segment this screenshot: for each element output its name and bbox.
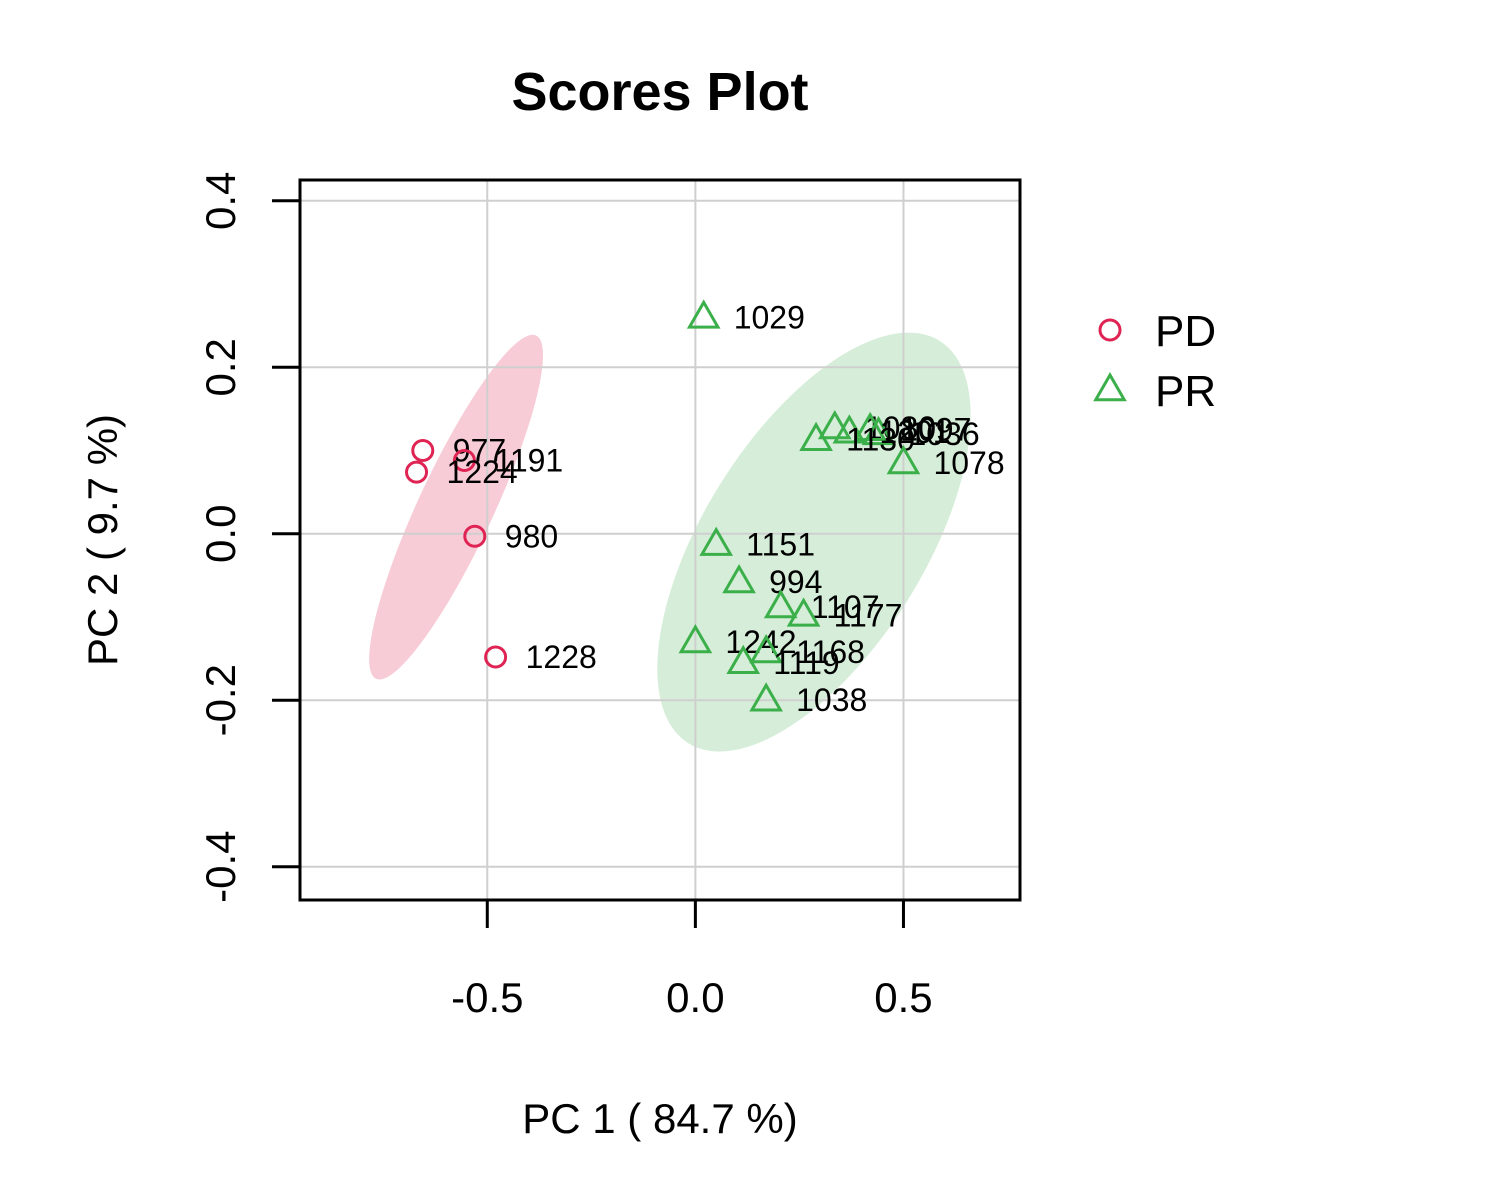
point-label-1191: 1191	[494, 443, 563, 479]
x-tick-label: 0.0	[666, 974, 724, 1021]
point-label-1228: 1228	[526, 639, 597, 675]
pr-point-1107	[763, 588, 798, 619]
legend-marker-pd	[1098, 318, 1122, 342]
y-tick-label: 0.2	[197, 338, 244, 396]
pr-point-1201	[832, 414, 867, 444]
point-label-1201: 1201	[879, 414, 950, 450]
point-label-1078: 1078	[933, 445, 1004, 481]
point-label-1119: 1119	[773, 645, 839, 681]
pd-point-1228	[484, 645, 508, 669]
point-label-1029: 1029	[734, 299, 805, 335]
pr-point-1242	[678, 623, 713, 654]
pr-point-1168	[749, 633, 783, 664]
pd-point-980	[463, 524, 487, 548]
x-axis-label: PC 1 ( 84.7 %)	[522, 1095, 797, 1142]
pd-point-1191	[452, 449, 476, 473]
pr-point-1097	[853, 411, 888, 441]
pr-point-1130	[799, 421, 833, 451]
pr-point-1177	[786, 597, 821, 627]
confidence-ellipse-pd	[369, 334, 544, 680]
point-label-1242: 1242	[725, 624, 796, 660]
pr-point-1151	[699, 526, 734, 556]
pd-point-977	[411, 439, 435, 463]
chart-title: Scores Plot	[511, 62, 808, 122]
pr-point-1029	[686, 299, 721, 329]
pr-point-1036	[861, 415, 896, 446]
point-label-1177: 1177	[834, 597, 903, 633]
y-tick-label: -0.2	[197, 664, 244, 736]
legend-label-pd: PD	[1155, 307, 1216, 356]
confidence-ellipse-pr	[657, 332, 971, 752]
pr-point-1080	[817, 410, 852, 440]
pr-point-994	[722, 564, 756, 594]
point-label-1168: 1168	[796, 634, 865, 670]
pr-point-1038	[749, 682, 783, 712]
y-tick-label: 0.4	[197, 172, 244, 230]
x-tick-label: -0.5	[451, 974, 523, 1021]
pr-point-1119	[726, 644, 761, 675]
legend-marker-pr	[1093, 371, 1127, 402]
legend-label-pr: PR	[1155, 367, 1216, 416]
y-axis-label: PC 2 ( 9.7 %)	[79, 414, 126, 666]
point-label-1224: 1224	[447, 454, 518, 490]
point-label-1107: 1107	[811, 589, 880, 625]
y-tick-label: 0.0	[197, 505, 244, 563]
point-label-1038: 1038	[796, 682, 867, 718]
point-label-1097: 1097	[900, 412, 971, 448]
x-tick-label: 0.5	[874, 974, 932, 1021]
point-label-980: 980	[505, 518, 558, 554]
point-label-1036: 1036	[908, 416, 979, 452]
legend: PD PR	[1093, 307, 1216, 416]
pd-point-1224	[405, 460, 429, 484]
point-label-1130: 1130	[846, 422, 915, 458]
y-tick-label: -0.4	[197, 831, 244, 903]
point-label-1151: 1151	[746, 527, 815, 563]
plot-frame	[298, 178, 1022, 902]
pr-point-1078	[886, 444, 921, 475]
